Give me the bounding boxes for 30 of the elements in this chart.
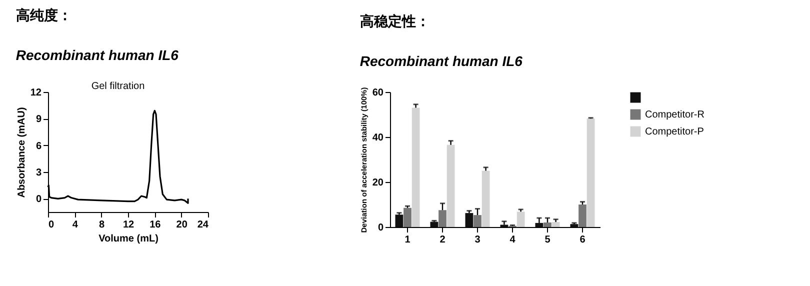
x-tick-label: 2	[440, 234, 446, 246]
legend-label: Competitor-R	[645, 110, 704, 120]
y-tick-label: 12	[30, 88, 42, 98]
chart-title: 高纯度：	[16, 7, 72, 23]
x-tick-label: 6	[580, 234, 586, 246]
y-tick-label: 40	[372, 132, 384, 144]
legend-label: Competitor-P	[645, 126, 704, 138]
x-tick-label: 8	[99, 220, 106, 230]
x-tick-label: 1	[404, 234, 411, 246]
x-axis-title: Volume (mL)	[98, 234, 158, 244]
x-tick-label: 16	[150, 220, 162, 230]
chart-title: 高稳定性：	[360, 12, 430, 29]
y-tick-label: 20	[372, 178, 384, 188]
chart-subtitle: Recombinant human IL6	[360, 52, 523, 69]
y-tick-label: 9	[36, 114, 42, 126]
y-axis-title: Absorbance (mAU)	[16, 107, 28, 198]
x-tick-label: 24	[197, 220, 209, 230]
x-tick-label: 20	[176, 220, 188, 230]
x-tick-label: 3	[474, 234, 481, 246]
x-tick-label: 4	[510, 234, 516, 246]
x-tick-label: 4	[72, 220, 78, 230]
x-tick-label: 5	[544, 234, 551, 246]
y-tick-label: 3	[36, 168, 42, 178]
x-tick-label: 0	[48, 220, 54, 230]
chart-subtitle: Recombinant human IL6	[16, 47, 179, 63]
x-tick-label: 12	[122, 220, 134, 230]
y-tick-label: 0	[36, 194, 42, 206]
y-tick-label: 6	[36, 140, 42, 152]
y-tick-label: 60	[372, 88, 384, 98]
text: Gel filtration	[91, 81, 145, 92]
